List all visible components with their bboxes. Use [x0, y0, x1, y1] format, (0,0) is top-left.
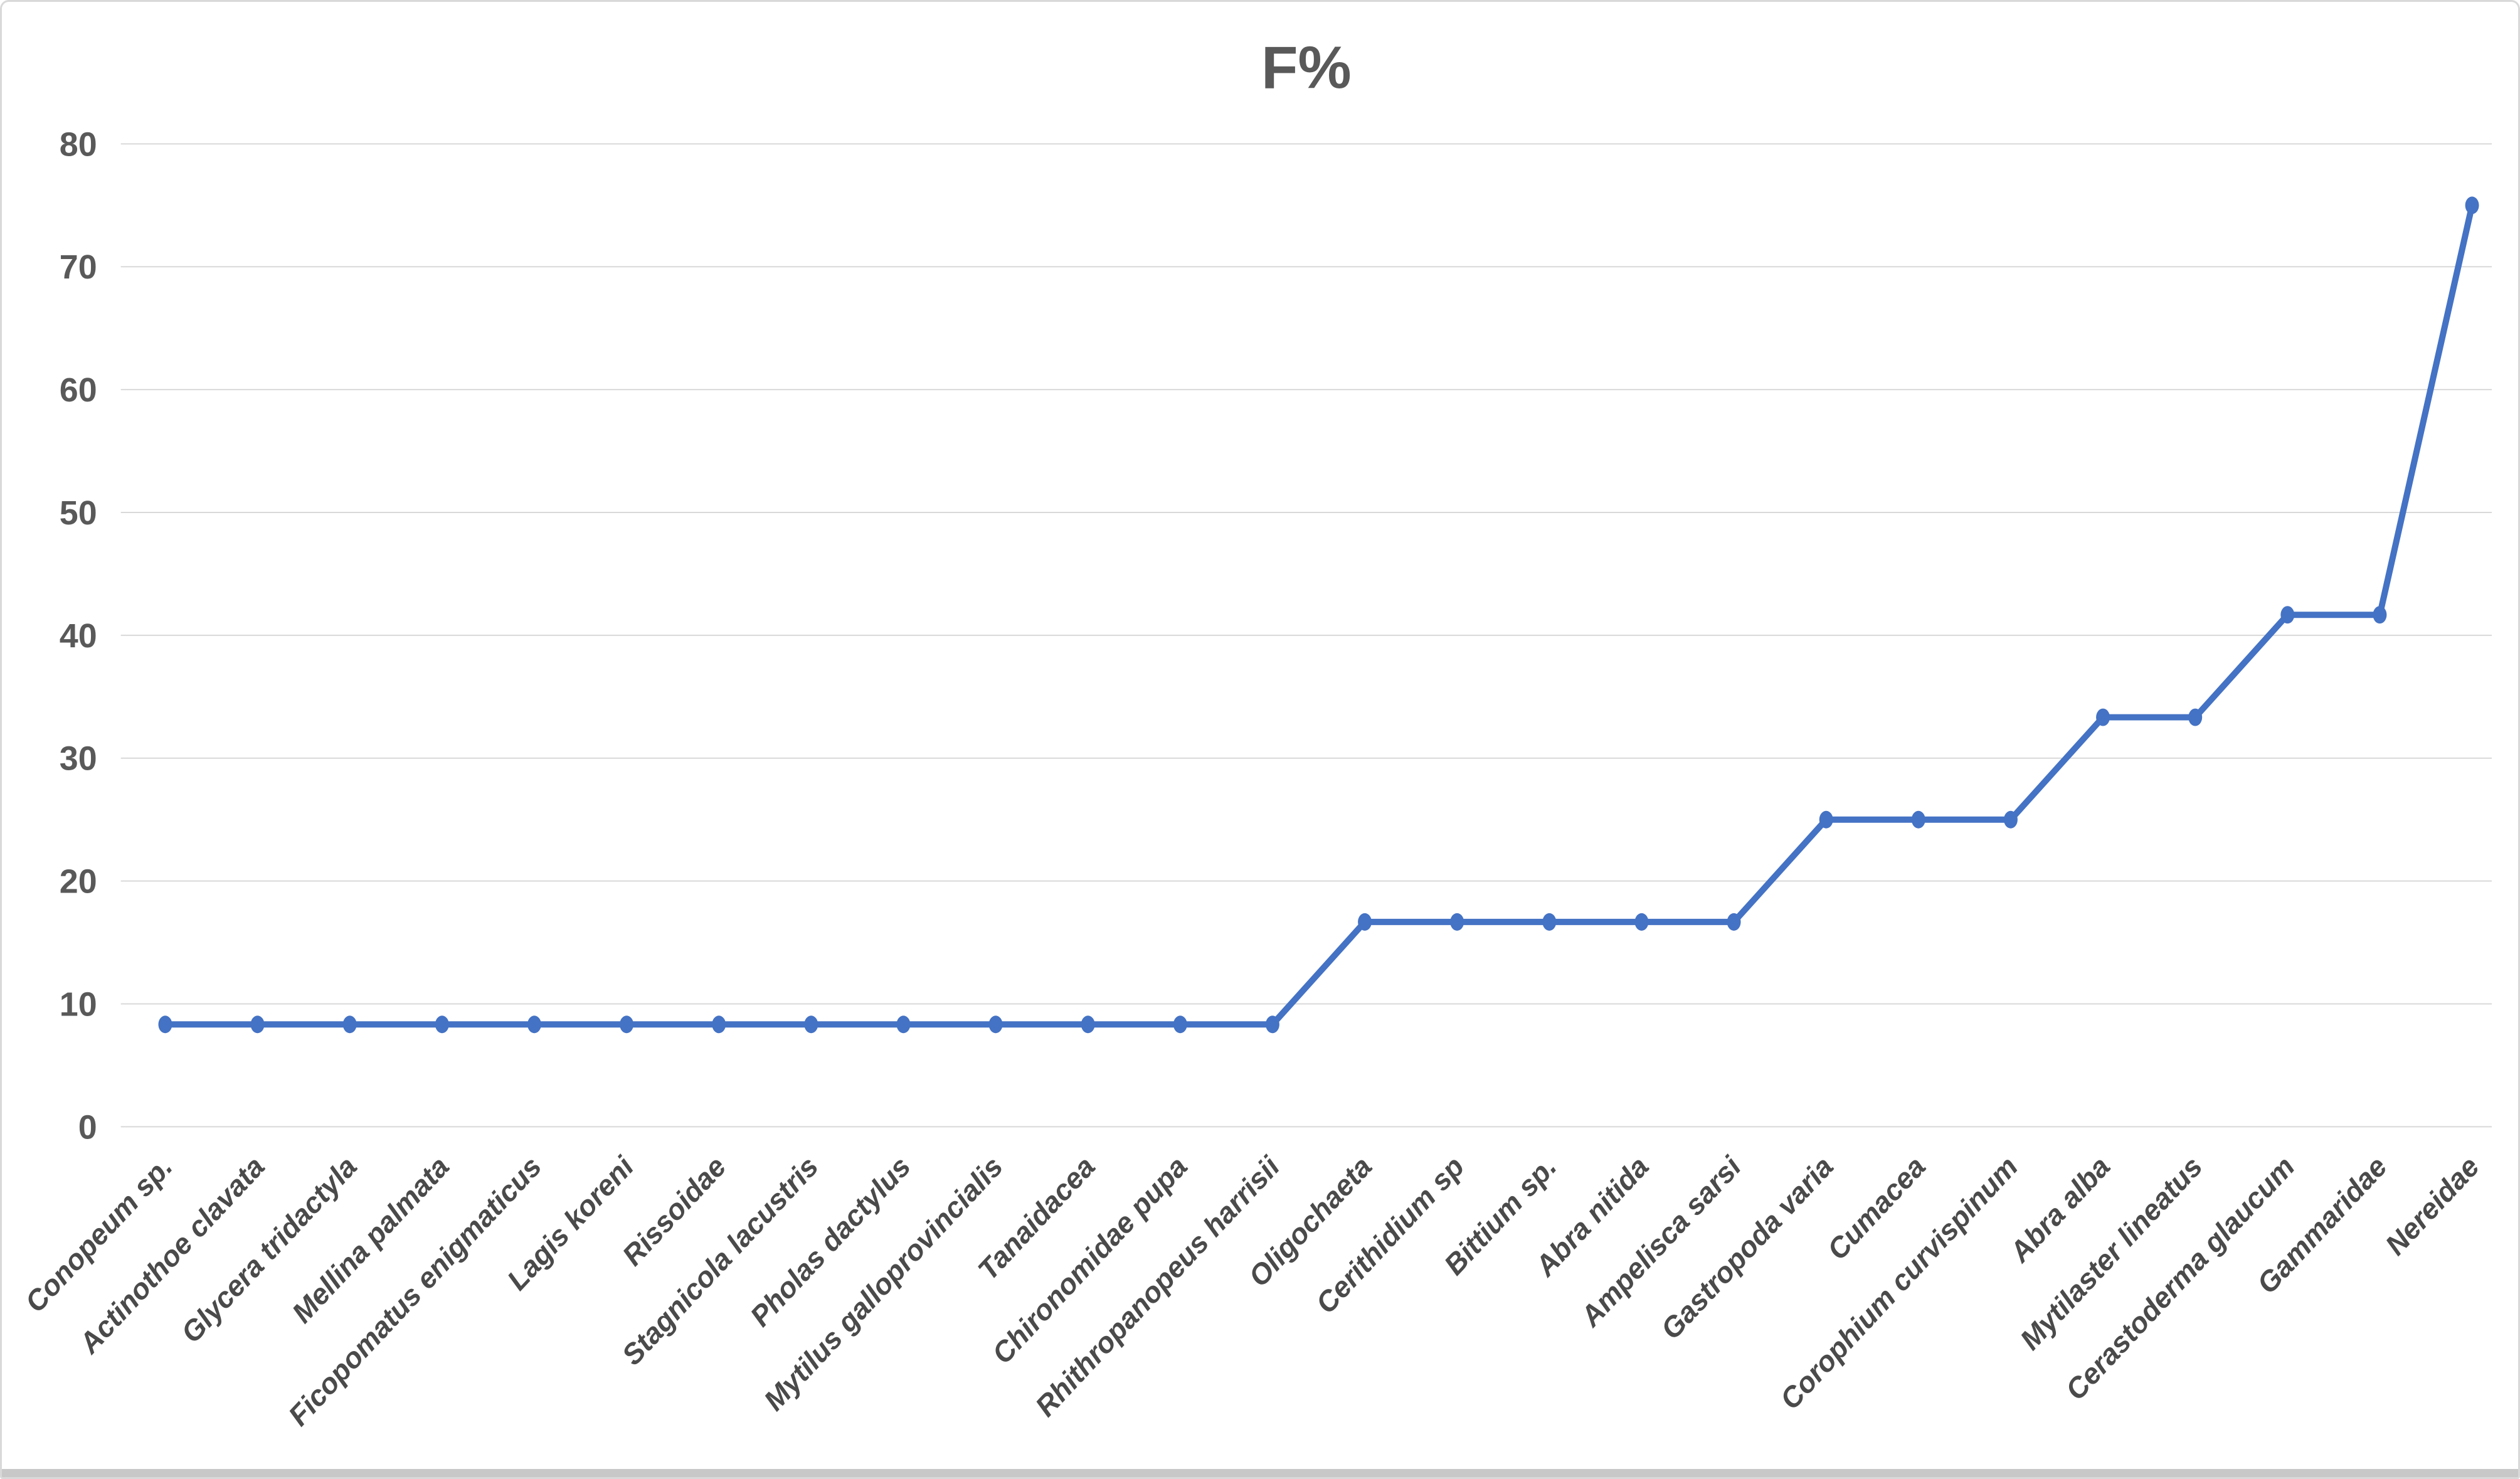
data-point-marker	[1819, 810, 1833, 829]
data-point-marker	[2003, 810, 2018, 829]
x-axis-category-label: Glycera tridactyla	[174, 1150, 363, 1349]
data-point-marker	[342, 1015, 357, 1034]
x-axis-category-label: Mellina palmata	[285, 1150, 455, 1329]
data-point-marker	[2280, 606, 2295, 624]
data-point-marker	[2188, 708, 2203, 726]
x-axis-category-label: Nereidae	[2379, 1150, 2486, 1261]
y-axis-tick-label: 80	[60, 125, 97, 163]
bottom-edge	[2, 1469, 2518, 1477]
series-line	[162, 202, 2475, 1028]
x-axis-category-label: Ampelisca sarsi	[1574, 1150, 1748, 1333]
data-point-marker	[1265, 1015, 1279, 1034]
data-point-marker	[988, 1015, 1003, 1034]
data-point-marker	[1542, 913, 1557, 931]
y-axis-tick-label: 60	[60, 371, 97, 409]
data-point-marker	[1173, 1015, 1187, 1034]
data-point-marker	[1911, 810, 1925, 829]
data-point-marker	[250, 1015, 265, 1034]
y-axis-tick-label: 20	[60, 863, 97, 901]
data-point-marker	[435, 1015, 449, 1034]
y-axis-tick-label: 10	[60, 985, 97, 1023]
data-point-marker	[1727, 913, 1741, 931]
x-axis-category-label: Gastropoda varia	[1654, 1150, 1840, 1345]
data-point-marker	[158, 1015, 172, 1034]
data-point-marker	[896, 1015, 911, 1034]
data-point-marker	[1358, 913, 1372, 931]
y-axis-tick-label: 30	[60, 740, 97, 778]
data-point-marker	[804, 1015, 818, 1034]
y-axis-tick-label: 70	[60, 248, 97, 286]
x-axis-category-label: Mytilaster lineatus	[2013, 1150, 2208, 1356]
y-axis-tick-label: 0	[78, 1108, 97, 1146]
data-point-marker	[527, 1015, 541, 1034]
data-point-marker	[2373, 606, 2387, 624]
series-f-percent	[158, 196, 2479, 1034]
y-axis-tick-label: 40	[60, 617, 97, 655]
chart-title: F%	[1261, 34, 1352, 102]
data-point-marker	[1634, 913, 1649, 931]
data-point-marker	[620, 1015, 634, 1034]
data-point-marker	[1450, 913, 1464, 931]
gridlines	[120, 143, 2492, 1128]
data-point-marker	[712, 1015, 726, 1034]
y-axis-labels: 0 10 20 30 40 50 60 70 80	[60, 125, 97, 1146]
data-point-marker	[2465, 196, 2479, 215]
x-axis-category-label: Pholas dactylus	[743, 1150, 916, 1333]
data-point-marker	[1081, 1015, 1095, 1034]
data-point-marker	[2096, 708, 2110, 726]
y-axis-tick-label: 50	[60, 494, 97, 532]
